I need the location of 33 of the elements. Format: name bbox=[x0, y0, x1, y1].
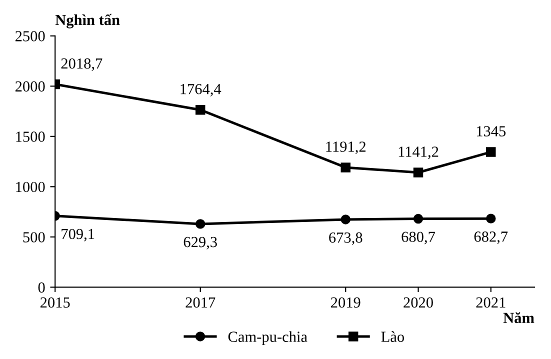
y-tick-label: 500 bbox=[23, 232, 45, 242]
x-tick-label: 2017 bbox=[186, 297, 216, 308]
point bbox=[413, 214, 424, 224]
point bbox=[486, 214, 496, 224]
data-label: 1345 bbox=[476, 126, 506, 136]
data-label: 629,3 bbox=[184, 236, 217, 250]
point bbox=[340, 162, 350, 172]
data-label: 682,7 bbox=[474, 232, 508, 244]
x-tick-label: 2015 bbox=[40, 297, 70, 308]
data-label: 680,7 bbox=[402, 232, 436, 244]
y-tick-label: 1000 bbox=[16, 182, 45, 192]
y-axis-title: Nghìn tấn bbox=[55, 14, 120, 28]
y-tick-label: 1500 bbox=[16, 132, 45, 142]
y-tick-label: 2000 bbox=[15, 81, 45, 92]
x-tick-label: 2021 bbox=[476, 297, 506, 308]
data-label: 1141,2 bbox=[398, 146, 438, 160]
y-tick-label: 0 bbox=[38, 282, 45, 293]
point bbox=[196, 219, 206, 229]
point bbox=[486, 147, 496, 157]
point bbox=[340, 214, 350, 224]
data-label: 673,8 bbox=[329, 232, 362, 245]
data-label: 709,1 bbox=[62, 228, 94, 242]
y-tick-label: 2500 bbox=[15, 31, 45, 42]
x-axis-title: Năm bbox=[503, 312, 534, 324]
legend-label: Lào bbox=[381, 331, 404, 342]
data-label: 1191,2 bbox=[326, 142, 366, 154]
legend-label: Cam-pu-chia bbox=[228, 331, 308, 346]
point bbox=[196, 104, 206, 115]
data-label: 1764,4 bbox=[180, 84, 222, 96]
data-label: 2018,7 bbox=[61, 58, 102, 71]
x-tick-label: 2019 bbox=[331, 297, 360, 308]
point bbox=[413, 168, 424, 178]
x-tick-label: 2020 bbox=[404, 297, 433, 308]
